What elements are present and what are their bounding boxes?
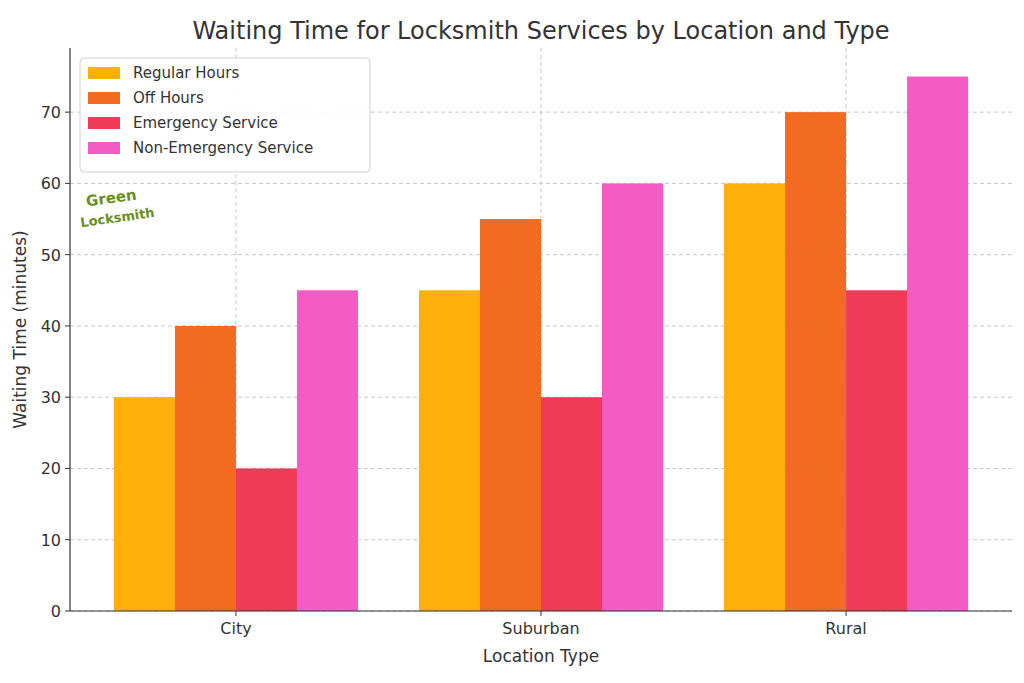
x-tick-label: Suburban [502,619,579,638]
y-tick-label: 0 [51,602,61,621]
bar [480,219,541,611]
chart-svg: 0 10 20 30 40 50 60 70 City Suburban Rural Location… [0,0,1024,683]
bar [846,290,907,611]
bar [175,326,236,611]
y-axis-label: Waiting Time (minutes) [10,230,30,428]
y-tick-label: 50 [41,246,61,265]
background [0,0,1024,683]
y-tick-label: 40 [41,317,61,336]
x-axis-label: Location Type [483,646,599,666]
x-tick [846,611,847,616]
bar [114,397,175,611]
bars [114,77,968,611]
y-tick-label: 30 [41,388,61,407]
axes: 0 10 20 30 40 50 60 70 City Suburban Rural [41,48,1012,638]
y-tick-label: 20 [41,459,61,478]
legend-swatch [88,117,120,129]
y-tick [65,539,70,540]
y-tick [65,112,70,113]
title: Waiting Time for Locksmith Services by L… [192,17,889,45]
y-tick [65,254,70,255]
y-tick-label: 70 [41,103,61,122]
x-tick [541,611,542,616]
logo: GreenLocksmith [79,186,155,231]
bar [785,112,846,611]
legend-box [80,58,370,172]
legend-swatch [88,142,120,154]
legend-label: Emergency Service [133,114,278,132]
bar [602,183,663,611]
y-tick [65,397,70,398]
y-tick [65,183,70,184]
y-axis-line [69,48,70,611]
bar [419,290,480,611]
y-tick [65,468,70,469]
grid [70,48,1012,611]
y-tick-label: 60 [41,174,61,193]
chart-container: 0 10 20 30 40 50 60 70 City Suburban Rural Location… [0,0,1024,683]
legend-swatch [88,67,120,79]
bar [541,397,602,611]
bar [236,468,297,611]
x-tick [235,611,236,616]
legend-label: Non-Emergency Service [133,139,313,157]
legend: Regular Hours Off Hours Emergency Service N… [80,58,370,172]
y-tick [65,611,70,612]
x-tick-label: City [220,619,251,638]
bar [907,77,968,611]
bar [297,290,358,611]
y-tick [65,325,70,326]
x-tick-label: Rural [825,619,866,638]
legend-label: Regular Hours [133,64,239,82]
y-tick-label: 10 [41,531,61,550]
bar [724,183,785,611]
legend-swatch [88,92,120,104]
logo-text: Locksmith [79,205,155,230]
logo-text: Green [85,186,138,211]
legend-label: Off Hours [133,89,204,107]
